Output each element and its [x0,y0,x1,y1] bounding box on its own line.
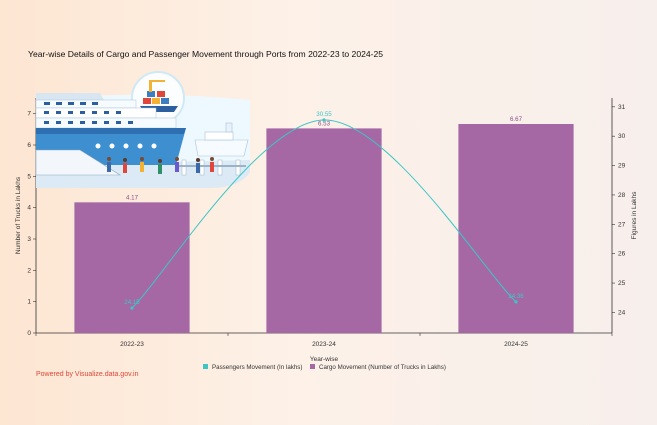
y-tick-label-right: 31 [618,104,626,111]
chart-title: Year-wise Details of Cargo and Passenger… [28,49,383,59]
y-tick-label-left: 3 [27,236,31,243]
y-tick-label-right: 24 [618,309,626,316]
legend-label-passengers: Passengers Movement (In lakhs) [212,364,302,371]
x-axis-title: Year-wise [310,356,339,363]
point-passengers [322,118,326,122]
series-line-layer: 4.17 6.53 6.67 24.15 30.55 24.36 [124,111,524,310]
bar-label-cargo: 6.67 [510,116,523,123]
powered-by-link[interactable]: Powered by Visualize.data.gov.in [36,371,139,378]
y-tick-label-right: 27 [618,221,626,228]
bar-label-cargo: 4.17 [126,194,139,201]
legend-swatch-passengers [203,364,208,369]
y-tick-label-left: 6 [27,142,31,149]
y-axis-title-left: Number of Trucks in Lakhs [15,176,22,254]
plot-area: 0 1 2 3 4 5 6 7 24 25 26 27 28 29 30 31 2022-23 2023-24 20… [15,98,638,363]
y-tick-label-right: 25 [618,280,626,287]
ship-and-port-icon [35,71,250,188]
bar-cargo [266,128,382,333]
y-tick-label-right: 29 [618,163,626,170]
y-tick-label-right: 30 [618,133,626,140]
y-tick-label-left: 0 [27,330,31,337]
point-passengers [130,306,134,310]
y-tick-label-right: 28 [618,192,626,199]
legend: Passengers Movement (In lakhs) Cargo Mov… [203,364,446,371]
y-tick-label-left: 1 [27,299,31,306]
y-tick-label-right: 26 [618,251,626,258]
x-tick-label: 2023-24 [312,341,336,348]
y-tick-label-left: 7 [27,111,31,118]
bar-cargo [74,202,190,333]
point-label-passengers: 24.15 [124,299,140,306]
point-label-passengers: 24.36 [508,293,524,300]
y-tick-label-left: 4 [27,205,31,212]
y-tick-label-left: 5 [27,173,31,180]
legend-swatch-cargo [310,364,315,369]
y-tick-label-left: 2 [27,267,31,274]
legend-label-cargo: Cargo Movement (Number of Trucks in Lakh… [319,364,446,371]
x-tick-label: 2024-25 [504,341,528,348]
bar-cargo [458,124,574,333]
bar-label-cargo: 6.53 [318,120,331,127]
point-passengers [514,300,518,304]
y-axis-title-right: Figures in Lakhs [631,191,638,239]
x-tick-label: 2022-23 [120,341,144,348]
point-label-passengers: 30.55 [316,111,332,118]
